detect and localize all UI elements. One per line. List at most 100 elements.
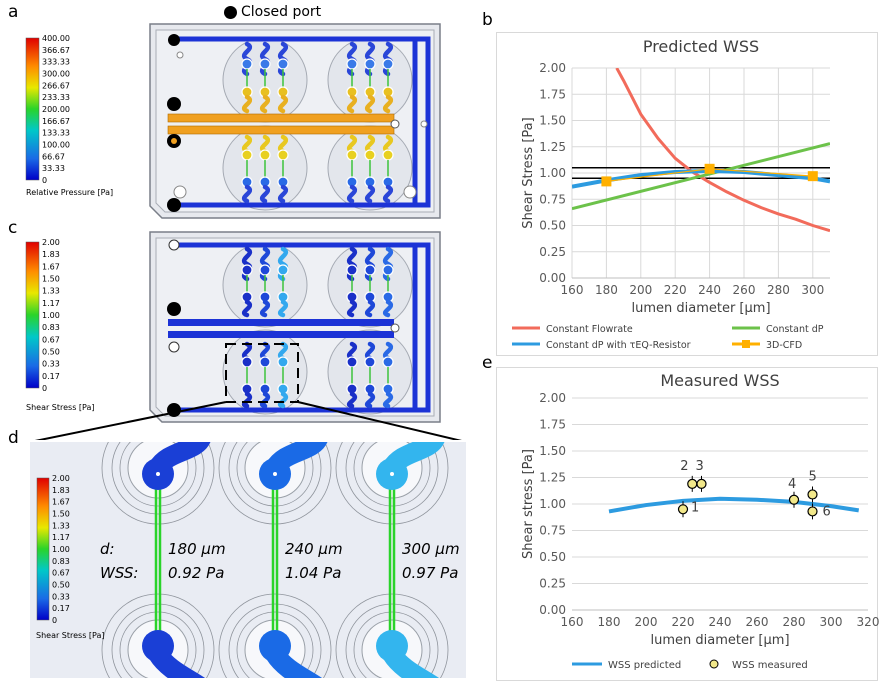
y-tick-label: 2.00 bbox=[539, 391, 566, 405]
colorbar-tick-label: 0.67 bbox=[42, 335, 60, 344]
colorbar-tick-label: 1.67 bbox=[52, 498, 70, 507]
colorbar-c-bar bbox=[25, 241, 40, 389]
closed-port-label: Closed port bbox=[241, 4, 322, 20]
series-constant-flowrate bbox=[615, 68, 830, 233]
legend-label: WSS measured bbox=[732, 660, 808, 671]
y-axis-label: Shear Stress [Pa] bbox=[521, 117, 536, 228]
legend-label: Constant dP with τEQ-Resistor bbox=[546, 340, 691, 351]
point-label: 4 bbox=[788, 477, 796, 492]
colorbar-d: 2.00 1.83 1.67 1.50 1.33 1.17 1.00 0.83 0.67 0.50… bbox=[36, 474, 105, 640]
zoom-render-d: 2.00 1.83 1.67 1.50 1.33 1.17 1.00 0.83 0.67 0.50… bbox=[30, 442, 466, 678]
colorbar-tick-label: 200.00 bbox=[42, 105, 70, 114]
y-tick-label: 0.25 bbox=[539, 577, 566, 591]
zoom-wss-label: 0.92 Pa bbox=[168, 564, 224, 582]
point-label: 1 bbox=[691, 500, 699, 515]
colorbar-c-title: Shear Stress [Pa] bbox=[26, 403, 95, 412]
series-constant-dp bbox=[572, 142, 830, 211]
colorbar-tick-label: 400.00 bbox=[42, 34, 70, 43]
colorbar-tick-label: 0.33 bbox=[52, 592, 70, 601]
colorbar-tick-label: 0.83 bbox=[52, 557, 70, 566]
point-label: 2 bbox=[680, 459, 688, 474]
measured-point bbox=[807, 506, 818, 517]
colorbar-tick-label: 2.00 bbox=[42, 238, 60, 247]
colorbar-c: 2.00 1.83 1.67 1.50 1.33 1.17 1.00 0.83 0.67 0.50… bbox=[25, 238, 95, 412]
chip-a bbox=[149, 23, 441, 219]
colorbar-tick-label: 33.33 bbox=[42, 164, 65, 173]
chart-title: Predicted WSS bbox=[643, 37, 759, 56]
panel-letter-d: d bbox=[8, 428, 19, 448]
x-tick-label: 200 bbox=[629, 283, 652, 297]
colorbar-tick-label: 1.00 bbox=[52, 545, 70, 554]
colorbar-tick-label: 366.67 bbox=[42, 46, 70, 55]
measured-point bbox=[807, 489, 818, 500]
measured-point bbox=[788, 494, 800, 505]
cfd-marker bbox=[601, 176, 612, 187]
colorbar-tick-label: 1.00 bbox=[42, 311, 60, 320]
legend-marker bbox=[742, 340, 750, 348]
legend-label: Constant dP bbox=[766, 324, 824, 335]
closed-port-legend: Closed port bbox=[224, 4, 321, 20]
y-tick-label: 0.75 bbox=[539, 524, 566, 538]
colorbar-tick-label: 0.33 bbox=[42, 360, 60, 369]
x-tick-label: 300 bbox=[801, 283, 824, 297]
chart-title: Measured WSS bbox=[660, 371, 779, 390]
y-tick-label: 0.00 bbox=[539, 603, 566, 617]
x-tick-label: 180 bbox=[598, 615, 621, 629]
colorbar-d-bar bbox=[36, 477, 50, 621]
series-wss-predicted bbox=[608, 496, 860, 514]
point-label: 6 bbox=[823, 504, 831, 519]
colorbar-tick-label: 2.00 bbox=[52, 474, 70, 483]
colorbar-tick-label: 166.67 bbox=[42, 117, 70, 126]
chart-e: Measured WSS 0.00 0.25 0.50 0.75 1.00 1.25 1.50… bbox=[521, 371, 880, 671]
colorbar-tick-label: 0.67 bbox=[52, 569, 70, 578]
measured-point bbox=[687, 478, 698, 489]
y-tick-label: 1.25 bbox=[539, 140, 566, 154]
chart-e-frame bbox=[496, 367, 878, 681]
x-tick-label: 240 bbox=[698, 283, 721, 297]
colorbar-a-title: Relative Pressure [Pa] bbox=[26, 188, 113, 197]
colorbar-tick-label: 0.83 bbox=[42, 323, 60, 332]
zoom-box bbox=[225, 343, 299, 403]
colorbar-d-title: Shear Stress [Pa] bbox=[36, 631, 105, 640]
measured-point bbox=[677, 504, 689, 515]
x-axis-label: lumen diameter [µm] bbox=[631, 301, 770, 316]
x-tick-label: 260 bbox=[733, 283, 756, 297]
zoom-wss-label: 0.97 Pa bbox=[402, 564, 458, 582]
colorbar-tick-label: 1.50 bbox=[42, 275, 60, 284]
colorbar-tick-label: 1.17 bbox=[42, 299, 60, 308]
zoom-diameter-label: 180 µm bbox=[168, 540, 226, 558]
colorbar-tick-label: 133.33 bbox=[42, 129, 70, 138]
closed-port-a-4 bbox=[167, 198, 181, 212]
colorbar-tick-label: 0.50 bbox=[52, 581, 70, 590]
x-tick-label: 160 bbox=[561, 283, 584, 297]
y-tick-label: 0.75 bbox=[539, 192, 566, 206]
y-tick-label: 1.75 bbox=[539, 87, 566, 101]
colorbar-tick-label: 266.67 bbox=[42, 81, 70, 90]
colorbar-tick-label: 300.00 bbox=[42, 70, 70, 79]
colorbar-tick-label: 0.17 bbox=[52, 604, 70, 613]
x-tick-label: 280 bbox=[767, 283, 790, 297]
chart-b: Predicted WSS 0.00 0.25 0.50 0.75 1.00 1.25 1.5… bbox=[512, 37, 830, 351]
x-tick-label: 220 bbox=[664, 283, 687, 297]
y-tick-label: 1.50 bbox=[539, 114, 566, 128]
zoom-wss-label: 1.04 Pa bbox=[285, 564, 341, 582]
x-tick-label: 320 bbox=[857, 615, 880, 629]
colorbar-a-bar bbox=[25, 37, 40, 181]
x-tick-label: 180 bbox=[595, 283, 618, 297]
x-tick-label: 300 bbox=[820, 615, 843, 629]
cfd-marker bbox=[807, 171, 818, 182]
y-tick-label: 0.00 bbox=[539, 271, 566, 285]
x-tick-label: 280 bbox=[783, 615, 806, 629]
colorbar-tick-label: 1.67 bbox=[42, 262, 60, 271]
closed-port-c-1 bbox=[167, 302, 181, 316]
closed-port-a-1 bbox=[168, 34, 180, 46]
zoom-diameter-label: 300 µm bbox=[402, 540, 460, 558]
legend-label: WSS predicted bbox=[608, 660, 681, 671]
cfd-marker bbox=[704, 163, 715, 174]
colorbar-tick-label: 1.50 bbox=[52, 510, 70, 519]
y-tick-label: 2.00 bbox=[539, 61, 566, 75]
colorbar-tick-label: 0 bbox=[42, 384, 47, 393]
colorbar-tick-label: 1.33 bbox=[52, 521, 70, 530]
point-label: 5 bbox=[809, 469, 817, 484]
colorbar-tick-label: 233.33 bbox=[42, 93, 70, 102]
